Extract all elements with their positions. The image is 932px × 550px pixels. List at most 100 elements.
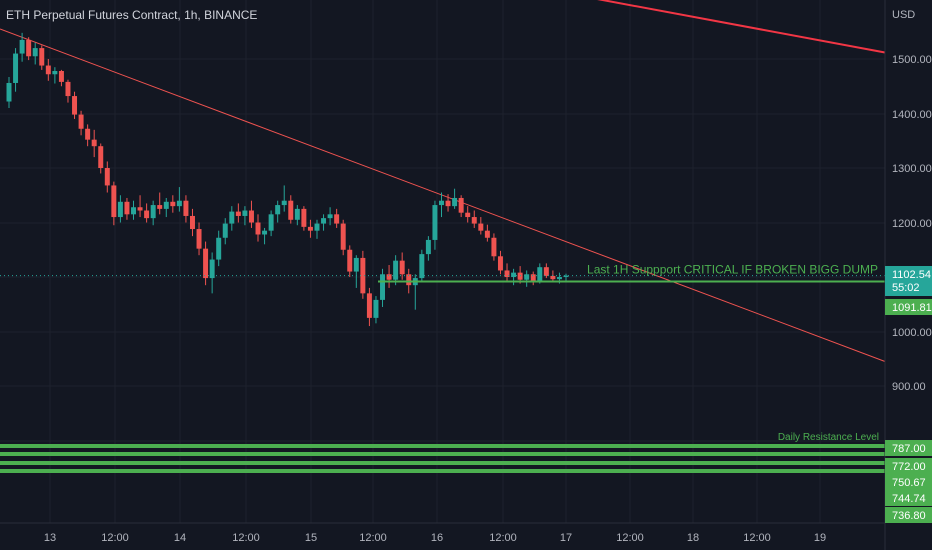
candle-body [229, 211, 235, 224]
candle-body [439, 200, 444, 206]
price-label-box [885, 266, 932, 296]
resistance-zone-label: Daily Resistance Level [778, 432, 879, 443]
candle-body [432, 205, 438, 240]
candle-body [360, 257, 366, 294]
candle-body [340, 223, 346, 250]
price-label-box [885, 299, 932, 315]
trendline-upper-resistance[interactable] [480, 0, 886, 54]
candle-body [301, 208, 307, 227]
price-label-box [885, 490, 932, 506]
time-tick-label: 12:00 [232, 532, 260, 544]
candle-body [471, 217, 477, 224]
currency-label: USD [892, 9, 915, 21]
price-label-value: 744.74 [892, 493, 926, 505]
candle-body [170, 201, 176, 207]
candle-body [189, 215, 195, 230]
price-label-box [885, 440, 932, 456]
candle-body [327, 214, 333, 219]
price-label-value: 772.00 [892, 461, 926, 473]
candle-body [78, 114, 84, 129]
candlestick-series [6, 32, 569, 327]
candle-body [144, 210, 150, 219]
candle-body [491, 237, 497, 257]
support-line-group[interactable]: Last 1H Suppport CRITICAL IF BROKEN BIGG… [0, 262, 885, 283]
price-label-box [885, 507, 932, 523]
price-label-value: 1102.54 [892, 269, 931, 281]
price-label-countdown: 55:02 [892, 282, 920, 294]
candle-body [556, 277, 562, 280]
candle-body [104, 168, 110, 186]
price-tick-label: 1400.00 [892, 109, 932, 121]
candle-body [537, 267, 543, 282]
time-tick-label: 12:00 [489, 532, 517, 544]
chart-grid [0, 0, 885, 523]
candle-body [196, 229, 202, 249]
candle-body [504, 270, 510, 277]
support-line-label: Last 1H Suppport CRITICAL IF BROKEN BIGG… [587, 262, 878, 276]
time-tick-label: 12:00 [359, 532, 387, 544]
candle-body [288, 200, 294, 220]
candle-body [117, 201, 123, 218]
price-label-value: 750.67 [892, 477, 926, 489]
candle-body [150, 205, 156, 219]
time-tick-label: 18 [687, 532, 699, 544]
price-tick-label: 1500.00 [892, 54, 932, 66]
candle-body [353, 257, 359, 272]
candle-body [563, 275, 569, 277]
resistance-band [0, 469, 885, 473]
candle-body [294, 208, 300, 220]
candle-body [524, 274, 530, 280]
candle-body [209, 259, 215, 279]
time-axis[interactable]: 13 12:00 14 12:00 15 12:00 16 12:00 17 12:00 18 12:… [0, 522, 885, 544]
candle-body [235, 211, 241, 216]
candle-body [124, 201, 130, 215]
candle-body [380, 274, 386, 300]
candle-body [543, 267, 549, 276]
candle-body [307, 226, 313, 231]
price-label-box [885, 458, 932, 474]
candle-body [406, 274, 412, 286]
candle-body [32, 48, 38, 57]
candle-body [26, 39, 32, 57]
price-tick-label: 1000.00 [892, 327, 932, 339]
trendlines[interactable] [0, 0, 886, 362]
candle-body [19, 39, 25, 54]
candle-body [85, 128, 91, 140]
candle-body [176, 200, 182, 207]
candle-body [445, 200, 451, 207]
resistance-band [0, 444, 885, 448]
candle-body [163, 201, 169, 209]
candle-body [203, 248, 209, 279]
price-tick-label: 900.00 [892, 381, 926, 393]
candle-body [281, 200, 287, 206]
price-tick-label: 1200.00 [892, 218, 932, 230]
time-tick-label: 15 [305, 532, 317, 544]
candle-body [183, 200, 189, 216]
candle-body [334, 214, 340, 224]
candle-body [275, 205, 281, 215]
candle-body [131, 207, 136, 215]
candle-body [425, 239, 431, 255]
candle-body [399, 260, 405, 275]
candle-body [6, 82, 12, 102]
time-tick-label: 12:00 [743, 532, 771, 544]
candle-body [216, 237, 222, 260]
resistance-band [0, 461, 885, 465]
resistance-band [0, 452, 885, 456]
candle-body [386, 274, 392, 280]
candle-body [39, 48, 45, 66]
price-label-value: 736.80 [892, 510, 926, 522]
candle-body [550, 275, 556, 280]
candle-body [347, 249, 353, 272]
candle-body [484, 230, 490, 238]
trendline-falling-resistance[interactable] [0, 28, 886, 362]
time-tick-label: 17 [560, 532, 572, 544]
price-tick-label: 1300.00 [892, 163, 932, 175]
candle-body [65, 81, 71, 97]
candle-body [497, 256, 503, 271]
time-tick-label: 13 [44, 532, 56, 544]
candle-body [98, 146, 104, 168]
